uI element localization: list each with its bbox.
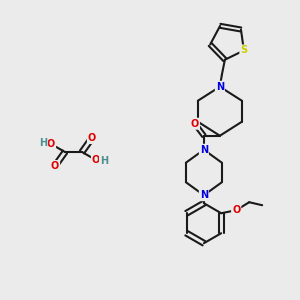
Text: O: O bbox=[191, 119, 199, 129]
Text: O: O bbox=[232, 205, 240, 215]
Text: S: S bbox=[240, 46, 247, 56]
Text: O: O bbox=[88, 133, 96, 143]
Text: O: O bbox=[92, 155, 100, 165]
Text: N: N bbox=[200, 145, 208, 155]
Text: O: O bbox=[51, 161, 59, 171]
Text: H: H bbox=[39, 138, 47, 148]
Text: H: H bbox=[100, 156, 108, 166]
Text: O: O bbox=[47, 139, 55, 149]
Text: N: N bbox=[200, 190, 208, 200]
Text: N: N bbox=[216, 82, 224, 92]
